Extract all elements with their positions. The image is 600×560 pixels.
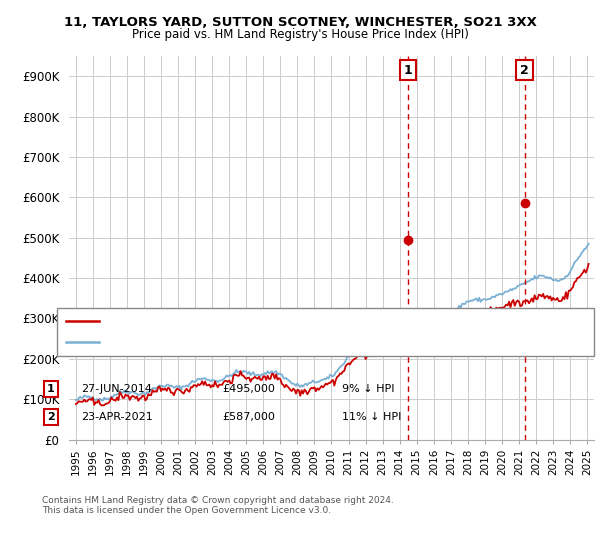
Text: 2: 2 [520,64,529,77]
Text: Price paid vs. HM Land Registry's House Price Index (HPI): Price paid vs. HM Land Registry's House … [131,28,469,41]
Text: 2: 2 [47,412,55,422]
Text: 1: 1 [47,384,55,394]
Text: 23-APR-2021: 23-APR-2021 [81,412,153,422]
Text: 11% ↓ HPI: 11% ↓ HPI [342,412,401,422]
Text: 9% ↓ HPI: 9% ↓ HPI [342,384,395,394]
Text: HPI: Average price, detached house, Winchester: HPI: Average price, detached house, Winc… [105,337,356,347]
Text: Contains HM Land Registry data © Crown copyright and database right 2024.
This d: Contains HM Land Registry data © Crown c… [42,496,394,515]
Text: £495,000: £495,000 [222,384,275,394]
Text: 11, TAYLORS YARD, SUTTON SCOTNEY, WINCHESTER, SO21 3XX (detached house): 11, TAYLORS YARD, SUTTON SCOTNEY, WINCHE… [105,316,532,326]
Text: 1: 1 [404,64,413,77]
Text: 27-JUN-2014: 27-JUN-2014 [81,384,152,394]
Text: £587,000: £587,000 [222,412,275,422]
Text: 11, TAYLORS YARD, SUTTON SCOTNEY, WINCHESTER, SO21 3XX: 11, TAYLORS YARD, SUTTON SCOTNEY, WINCHE… [64,16,536,29]
